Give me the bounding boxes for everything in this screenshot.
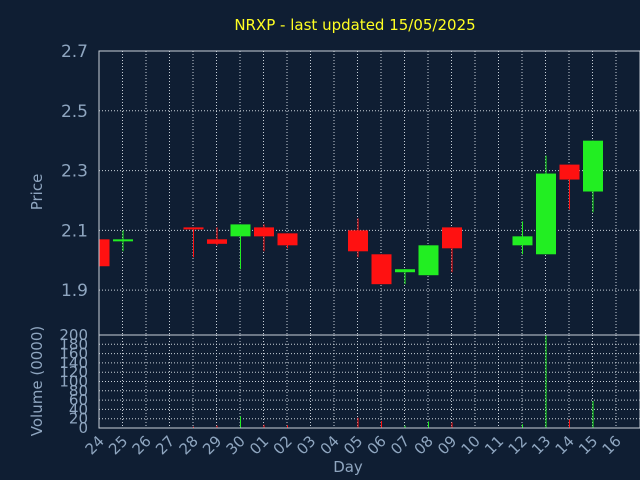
volume-tick-label: 60: [69, 391, 88, 409]
volume-plot-frame: [98, 334, 640, 429]
volume-tick-label: 140: [59, 354, 88, 372]
volume-tick-label: 120: [59, 363, 88, 381]
candle-body: [183, 227, 204, 230]
candle-body: [536, 173, 556, 255]
candle-body: [512, 236, 533, 246]
x-axis-label: Day: [333, 458, 363, 476]
price-tick-label: 1.9: [61, 281, 88, 301]
candle-body: [442, 227, 462, 249]
volume-tick-label: 180: [59, 335, 88, 353]
candle-body: [99, 239, 110, 267]
price-tick-label: 2.3: [61, 162, 88, 182]
price-tick-label: 2.5: [61, 102, 88, 122]
volume-axis-label: Volume (0000): [28, 326, 46, 436]
candle-body: [113, 239, 133, 242]
price-tick-label: 2.7: [61, 42, 88, 62]
candle-body: [559, 164, 580, 180]
volume-tick-label: 200: [59, 326, 88, 344]
price-tick-label: 2.1: [61, 221, 88, 241]
volume-tick-label: 160: [59, 345, 88, 363]
volume-tick-label: 40: [69, 400, 88, 418]
price-axis-label: Price: [28, 174, 46, 211]
day-tick-labels: 2425262728293001020304050607080910111213…: [82, 432, 625, 458]
volume-tick-label: 80: [69, 382, 88, 400]
candlesticks: [99, 140, 603, 285]
volume-tick-label: 100: [59, 373, 88, 391]
candle-body: [254, 227, 274, 237]
candle-body: [348, 230, 368, 252]
chart-title: NRXP - last updated 15/05/2025: [234, 16, 475, 34]
candle-body: [395, 269, 415, 273]
candle-body: [230, 224, 251, 237]
candle-body: [583, 140, 603, 192]
volume-tick-label: 20: [69, 410, 88, 428]
candle-body: [418, 245, 439, 276]
candle-body: [277, 233, 298, 246]
volume-tick-label: 0: [78, 419, 88, 437]
price-tick-labels: 1.9 2.1 2.3 2.5 2.7: [61, 42, 88, 301]
candle-body: [371, 254, 392, 285]
candle-body: [207, 239, 227, 244]
